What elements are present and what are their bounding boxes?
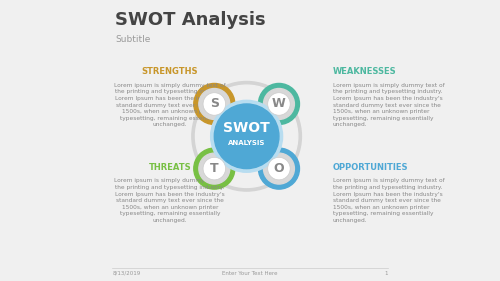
Circle shape [258,148,300,189]
Circle shape [192,81,302,191]
Circle shape [203,157,226,180]
Text: O: O [274,162,284,175]
Circle shape [203,93,226,115]
Text: Enter Your Text Here: Enter Your Text Here [222,271,278,276]
Text: Lorem ipsum is simply dummy text of
the printing and typesetting industry.
Lorem: Lorem ipsum is simply dummy text of the … [114,83,226,128]
Circle shape [199,89,230,119]
Circle shape [214,104,279,169]
Text: Subtitle: Subtitle [115,35,150,44]
Circle shape [268,93,290,115]
Text: 8/13/2019: 8/13/2019 [112,271,140,276]
Text: S: S [210,98,219,110]
Circle shape [268,157,290,180]
Text: SWOT: SWOT [224,121,270,135]
Text: Lorem ipsum is simply dummy text of
the printing and typesetting industry.
Lorem: Lorem ipsum is simply dummy text of the … [333,83,444,128]
Circle shape [258,83,300,124]
Text: THREATS: THREATS [148,163,191,172]
Text: W: W [272,98,286,110]
Circle shape [194,148,235,189]
Text: SWOT Analysis: SWOT Analysis [115,11,266,29]
Circle shape [264,153,294,184]
Text: 1: 1 [384,271,388,276]
Text: ANALYSIS: ANALYSIS [228,140,266,146]
Text: T: T [210,162,218,175]
Text: STRENGTHS: STRENGTHS [142,67,198,76]
Circle shape [199,153,230,184]
Text: Lorem ipsum is simply dummy text of
the printing and typesetting industry.
Lorem: Lorem ipsum is simply dummy text of the … [333,178,444,223]
Text: WEAKNESSES: WEAKNESSES [333,67,396,76]
Circle shape [196,85,298,187]
Circle shape [194,83,235,124]
Circle shape [210,100,282,172]
Circle shape [264,89,294,119]
Text: Lorem ipsum is simply dummy text of
the printing and typesetting industry.
Lorem: Lorem ipsum is simply dummy text of the … [114,178,226,223]
Text: OPPORTUNITIES: OPPORTUNITIES [333,163,408,172]
